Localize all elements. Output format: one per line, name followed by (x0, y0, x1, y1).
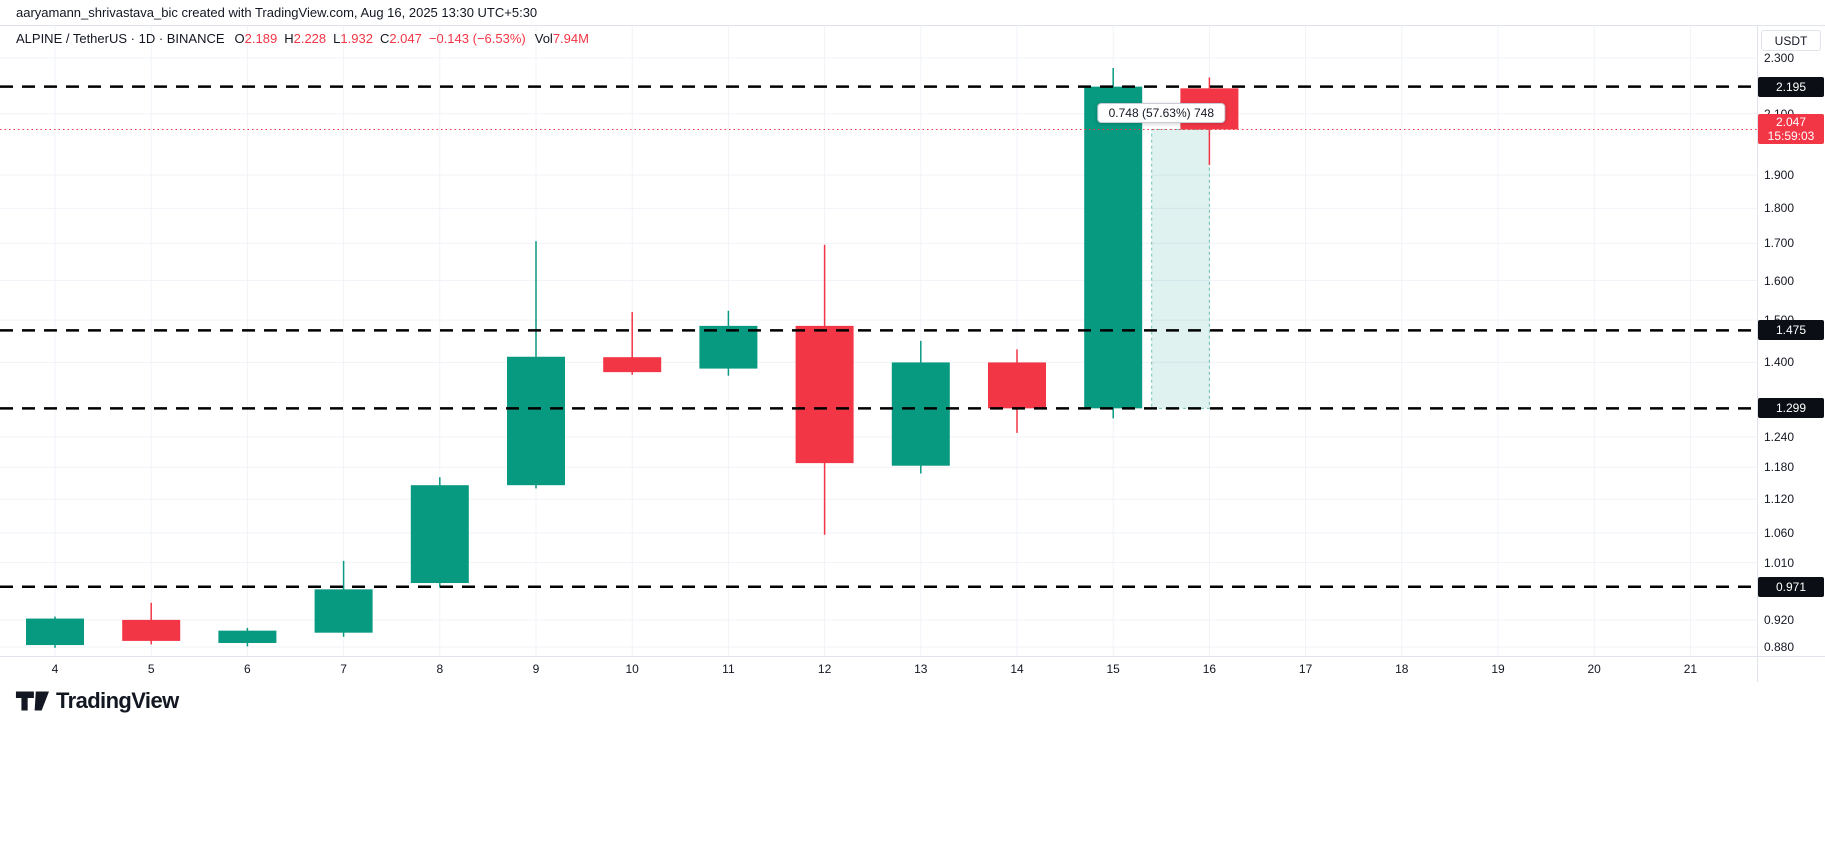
price-tick: 1.800 (1764, 201, 1795, 216)
time-tick[interactable]: 21 (1683, 662, 1698, 676)
price-tick: 0.880 (1764, 640, 1795, 655)
ohlc-low: L1.932 (333, 30, 373, 46)
countdown-timer: 15:59:03 (1767, 129, 1815, 144)
time-tick[interactable]: 6 (244, 662, 251, 676)
change-value: −0.143 (−6.53%) (428, 30, 526, 46)
time-tick[interactable]: 5 (147, 662, 155, 676)
time-tick[interactable]: 12 (817, 662, 832, 676)
price-tick: 1.060 (1764, 526, 1795, 541)
time-tick[interactable]: 18 (1395, 662, 1409, 676)
current-price-badge: 2.047 15:59:03 (1758, 114, 1824, 145)
time-tick[interactable]: 17 (1298, 662, 1313, 676)
ohlc-close: C2.047 (379, 30, 422, 46)
ohlc-open: O2.189 (234, 30, 278, 46)
price-level-badge: 1.475 (1758, 320, 1824, 341)
price-tick: 1.700 (1764, 236, 1795, 251)
time-tick[interactable]: 19 (1491, 662, 1505, 676)
time-tick[interactable]: 20 (1587, 662, 1601, 676)
tradingview-logo-icon (15, 691, 49, 711)
volume-label: Vol (534, 30, 553, 46)
volume-value: 7.94M (552, 30, 589, 46)
price-tick: 1.120 (1764, 492, 1795, 507)
symbol-legend[interactable]: ALPINE / TetherUS · 1D · BINANCE O2.189 … (16, 29, 596, 47)
price-tick: 1.900 (1764, 168, 1795, 183)
time-tick[interactable]: 4 (51, 662, 59, 676)
time-tick[interactable]: 11 (722, 662, 735, 676)
axis-currency-label[interactable]: USDT (1761, 30, 1821, 51)
volume: Vol7.94M (535, 31, 589, 46)
price-tick: 1.010 (1764, 555, 1795, 570)
time-tick[interactable]: 16 (1202, 662, 1217, 676)
price-level-badge: 1.299 (1758, 398, 1824, 419)
time-tick[interactable]: 7 (340, 662, 347, 676)
price-tick: 1.400 (1764, 355, 1795, 370)
ohlc-high: H2.228 (284, 30, 327, 46)
price-tick: 1.240 (1764, 429, 1795, 444)
time-tick[interactable]: 13 (914, 662, 928, 676)
symbol-title[interactable]: ALPINE / TetherUS · 1D · BINANCE (16, 30, 225, 46)
time-tick[interactable]: 9 (532, 662, 540, 676)
time-tick[interactable]: 14 (1010, 662, 1024, 676)
price-level-badge: 0.971 (1758, 576, 1824, 597)
time-tick[interactable]: 8 (436, 662, 444, 676)
price-level-badge: 2.195 (1758, 76, 1824, 97)
time-tick[interactable]: 10 (625, 662, 639, 676)
measure-tooltip: 0.748 (57.63%) 748 (1097, 103, 1226, 124)
attribution-text: aaryamann_shrivastava_bic created with T… (16, 5, 538, 20)
price-tick: 1.600 (1764, 273, 1795, 288)
time-tick[interactable]: 15 (1106, 662, 1120, 676)
price-tick: 0.920 (1764, 612, 1795, 627)
current-price-value: 2.047 (1775, 115, 1807, 130)
price-tick: 1.180 (1764, 460, 1795, 475)
price-tick: 2.300 (1764, 51, 1795, 65)
tradingview-logo[interactable]: TradingView (15, 688, 179, 714)
tradingview-logo-text: TradingView (56, 688, 179, 713)
